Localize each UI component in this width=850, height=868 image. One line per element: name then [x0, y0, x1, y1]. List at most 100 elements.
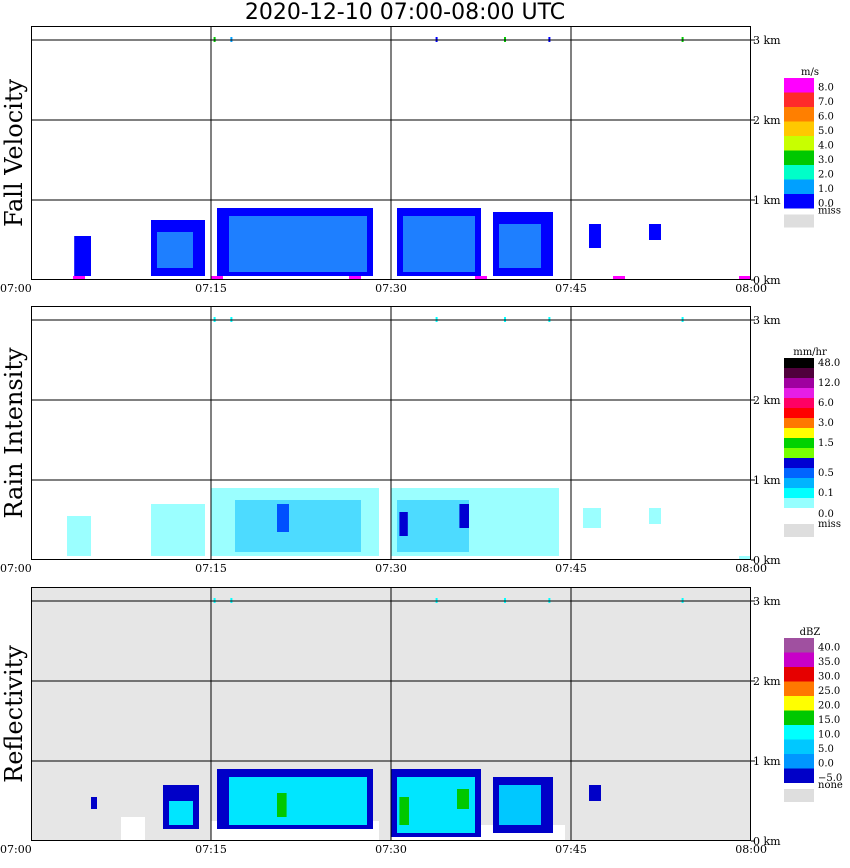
echo-region [459, 504, 469, 528]
echo-region [399, 512, 408, 536]
plot-frame [31, 26, 751, 280]
echo-region [67, 516, 91, 556]
x-tick-label: 07:00 [0, 562, 32, 575]
legend-label: 48.0 [818, 358, 840, 369]
legend-swatch [784, 368, 814, 378]
echo-region [589, 224, 601, 248]
echo-region [151, 504, 205, 556]
y-tick-label: 1 km [753, 755, 781, 768]
legend-swatch [784, 498, 814, 508]
legend-swatch [784, 478, 814, 488]
legend-swatch [784, 136, 814, 151]
x-tick-label: 07:30 [375, 282, 407, 295]
legend-swatch [784, 418, 814, 428]
legend-swatch [784, 78, 814, 93]
legend-unit: mm/hr [793, 347, 827, 358]
legend-label: 35.0 [818, 657, 840, 668]
legend-swatch [784, 358, 814, 368]
x-tick-label: 08:00 [735, 562, 767, 575]
legend-label: 25.0 [818, 686, 840, 697]
legend-swatch [784, 92, 814, 107]
echo-region [229, 777, 367, 825]
echo-region [499, 785, 541, 825]
legend-swatch [784, 428, 814, 438]
legend-swatch [784, 458, 814, 468]
legend-label: 1.0 [818, 184, 834, 195]
ground-mark [73, 276, 85, 279]
legend-swatch [784, 398, 814, 408]
y-tick-label: 2 km [753, 114, 781, 127]
panel-1: 0 km 1 km 2 km 3 km 07:00 07:15 07:30 07:45 08:0… [0, 26, 841, 295]
legend-miss-label: miss [818, 206, 841, 217]
legend-swatch [784, 378, 814, 388]
legend-label: 30.0 [818, 672, 840, 683]
legend-swatch [784, 725, 814, 740]
legend-miss-label: miss [818, 519, 841, 530]
legend-label: 7.0 [818, 97, 834, 108]
echo-region [499, 224, 541, 268]
legend-swatch [784, 388, 814, 398]
y-tick-label: 0 km [753, 554, 781, 567]
echo-region [397, 500, 469, 552]
legend-swatch [784, 448, 814, 458]
legend-label: 2.0 [818, 170, 834, 181]
y-tick-label: 0 km [753, 274, 781, 287]
legend-miss-swatch [784, 524, 814, 537]
legend-label: 3.0 [818, 155, 834, 166]
x-tick-label: 08:00 [735, 282, 767, 295]
legend-miss-swatch [784, 214, 814, 228]
legend-swatch [784, 638, 814, 653]
echo-region [589, 785, 601, 801]
legend-swatch [784, 121, 814, 136]
echo-region [121, 817, 145, 841]
legend-label: 40.0 [818, 643, 840, 654]
legend-label: 6.0 [818, 398, 834, 409]
echo-region [649, 508, 661, 524]
legend-label: 0.1 [818, 488, 834, 499]
legend-label: 15.0 [818, 715, 840, 726]
legend-swatch [784, 754, 814, 769]
legend-unit: dBZ [800, 627, 821, 638]
legend-swatch [784, 768, 814, 783]
legend-label: 6.0 [818, 112, 834, 123]
x-tick-label: 07:00 [0, 282, 32, 295]
legend-label: 5.0 [818, 744, 834, 755]
panel-3: 0 km 1 km 2 km 3 km 07:00 07:15 07:30 07:45 08:0… [0, 587, 843, 856]
legend-swatch [784, 438, 814, 448]
echo-region [583, 508, 601, 528]
echo-region [157, 232, 193, 268]
legend-swatch [784, 652, 814, 667]
legend-swatch [784, 667, 814, 682]
echo-region [169, 801, 193, 825]
echo-region [235, 500, 361, 552]
ground-mark [739, 276, 751, 279]
ground-mark [739, 556, 751, 559]
y-tick-label: 3 km [753, 595, 781, 608]
y-tick-label: 2 km [753, 394, 781, 407]
plot-frame [31, 306, 751, 560]
legend-label: 1.5 [818, 438, 834, 449]
plot-frame [31, 587, 751, 841]
ground-mark [211, 276, 223, 279]
ground-mark [349, 276, 361, 279]
y-tick-label: 2 km [753, 675, 781, 688]
ground-mark [475, 276, 487, 279]
echo-region [229, 216, 367, 272]
legend-swatch [784, 194, 814, 209]
legend-swatch [784, 508, 814, 518]
echo-region [403, 216, 475, 272]
legend-swatch [784, 179, 814, 194]
x-tick-label: 07:15 [195, 843, 227, 856]
chart-title: 2020-12-10 07:00-08:00 UTC [244, 0, 566, 25]
y-tick-label: 3 km [753, 314, 781, 327]
legend-swatch [784, 408, 814, 418]
x-tick-label: 07:45 [555, 562, 587, 575]
x-tick-label: 07:45 [555, 282, 587, 295]
legend-swatch [784, 739, 814, 754]
legend-label: 20.0 [818, 701, 840, 712]
y-tick-label: 1 km [753, 474, 781, 487]
x-tick-label: 07:15 [195, 562, 227, 575]
y-tick-label: 0 km [753, 835, 781, 848]
echo-region [399, 797, 409, 825]
